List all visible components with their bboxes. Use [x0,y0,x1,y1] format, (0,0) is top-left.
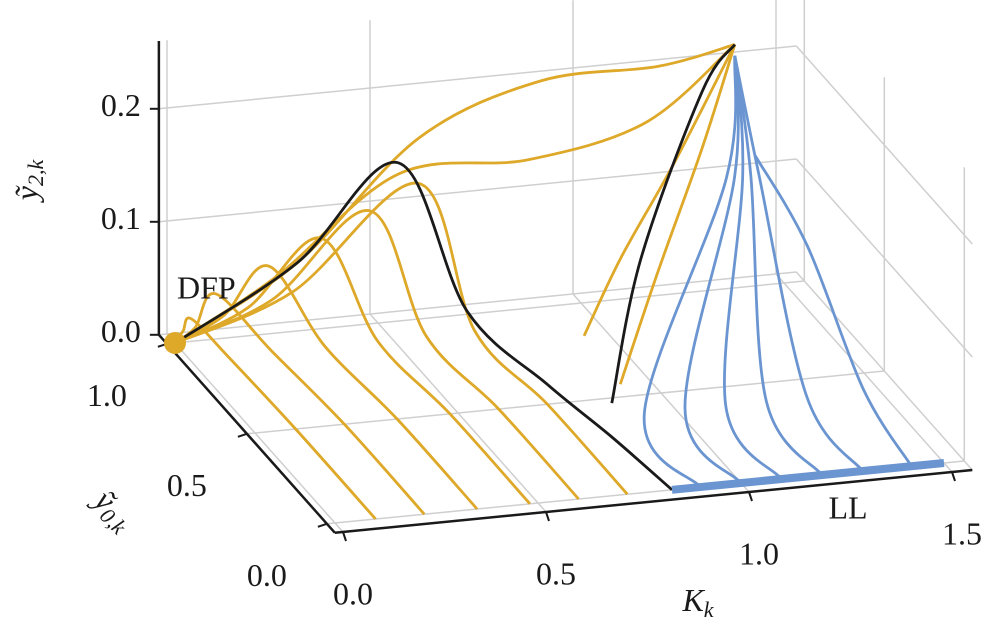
grid-line [158,158,797,223]
x-tick-label: 1.0 [739,535,779,571]
trajectory [683,55,743,484]
trajectory [174,236,531,505]
trajectory [174,209,580,500]
grid-line [795,271,973,471]
trajectory [642,55,738,488]
y-tick-label: 0.5 [167,467,207,503]
z-tick-label: 0.1 [101,200,141,236]
trajectory [618,44,737,385]
z-axis-label-sub: 2,k [23,159,48,187]
x-tick-label: 0.0 [333,575,373,611]
trajectory [610,43,736,404]
trajectory [733,55,864,472]
y-tick [317,522,328,528]
trajectory [173,316,377,520]
trajectory [174,264,479,510]
x-axis-label-sub: k [704,597,715,622]
grid-line [795,45,973,245]
x-axis-label-main: K [681,582,705,618]
trajectory [723,55,783,480]
trajectory [733,55,824,476]
z-axis-label-main: ỹ [8,185,44,203]
y-axis-label: ỹ0,k [83,480,143,540]
x-tick [951,471,956,482]
y-tick-label: 0.0 [247,557,287,593]
grid-line [246,370,885,435]
trajectory [753,154,913,467]
trajectory [582,43,737,337]
x-tick-label: 1.5 [942,515,982,551]
y-tick [237,432,248,438]
z-tick-label: 0.2 [101,87,141,123]
x-axis-label: Kk [681,582,714,622]
trajectory [174,161,673,491]
grid-line [795,158,973,358]
x-tick [545,511,550,522]
x-tick [748,491,753,502]
grid-line [158,271,797,336]
ll-label: LL [828,490,867,526]
dfp-point [164,332,186,354]
ll-line [671,459,945,494]
z-axis-label: ỹ2,k [8,159,48,204]
grid-line [166,280,805,345]
dfp-label: DFP [177,269,236,305]
trajectory [174,292,426,516]
x-axis [334,468,973,535]
trajectory [174,181,629,496]
y-tick-label: 1.0 [87,377,127,413]
z-tick-label: 0.0 [101,313,141,349]
x-tick-label: 0.5 [536,555,576,591]
grid-line [158,45,797,110]
x-tick [342,531,347,542]
